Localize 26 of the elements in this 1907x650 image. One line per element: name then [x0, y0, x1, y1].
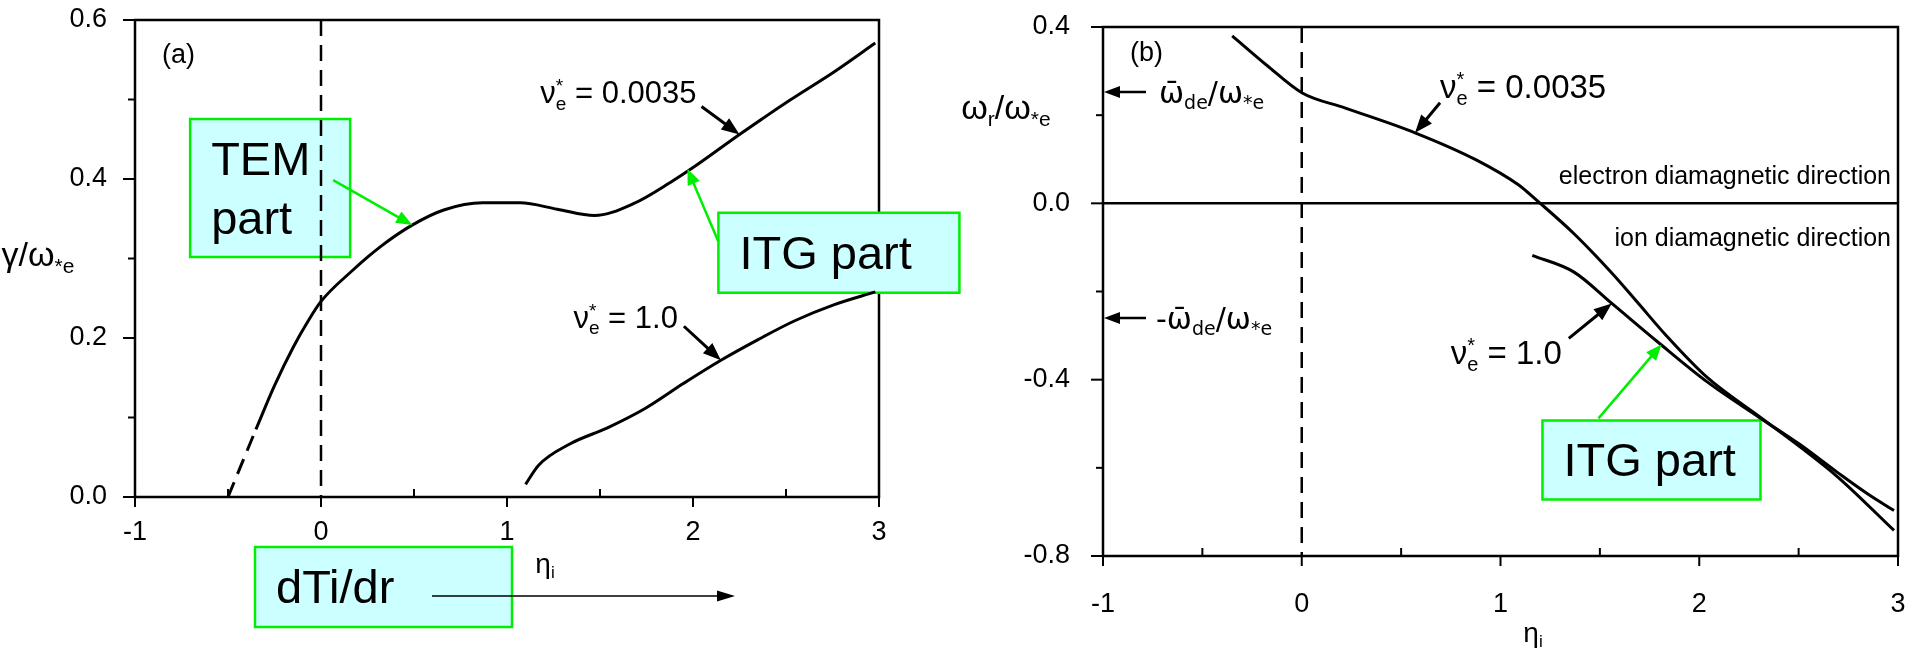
y-tick-label: 0.0 [1032, 186, 1070, 217]
x-tick-label: 0 [1294, 588, 1310, 619]
text: dTi/dr [276, 560, 395, 614]
y-tick-label: 0.2 [69, 321, 107, 352]
x-tick-label: 2 [1691, 588, 1707, 619]
x-tick-label: 3 [871, 516, 887, 547]
x-tick-label: 0 [313, 516, 329, 547]
annotation: ITG part [1563, 433, 1736, 487]
x-tick-label: 1 [1492, 588, 1509, 619]
y-tick-label: 0.4 [1032, 10, 1070, 41]
annotation: ion diamagnetic direction [1614, 223, 1892, 252]
y-tick-label: 0.4 [69, 162, 107, 193]
x-tick-label: -1 [122, 516, 148, 547]
text: (a) [162, 39, 195, 70]
x-tick-label: -1 [1090, 588, 1116, 619]
annotation: TEM part [211, 132, 311, 244]
x-tick-label: 3 [1890, 588, 1906, 619]
chart-title: (b) [1130, 37, 1163, 68]
annotation: electron diamagnetic direction [1558, 161, 1892, 190]
x-tick-label: 2 [685, 516, 701, 547]
y-tick-label: -0.8 [1023, 539, 1070, 570]
annotation: ITG part [739, 226, 912, 280]
x-tick-label: 1 [499, 516, 515, 547]
y-tick-label: 0.6 [69, 3, 107, 34]
y-tick-label: -0.4 [1023, 363, 1070, 394]
y-tick-label: 0.0 [69, 480, 107, 511]
